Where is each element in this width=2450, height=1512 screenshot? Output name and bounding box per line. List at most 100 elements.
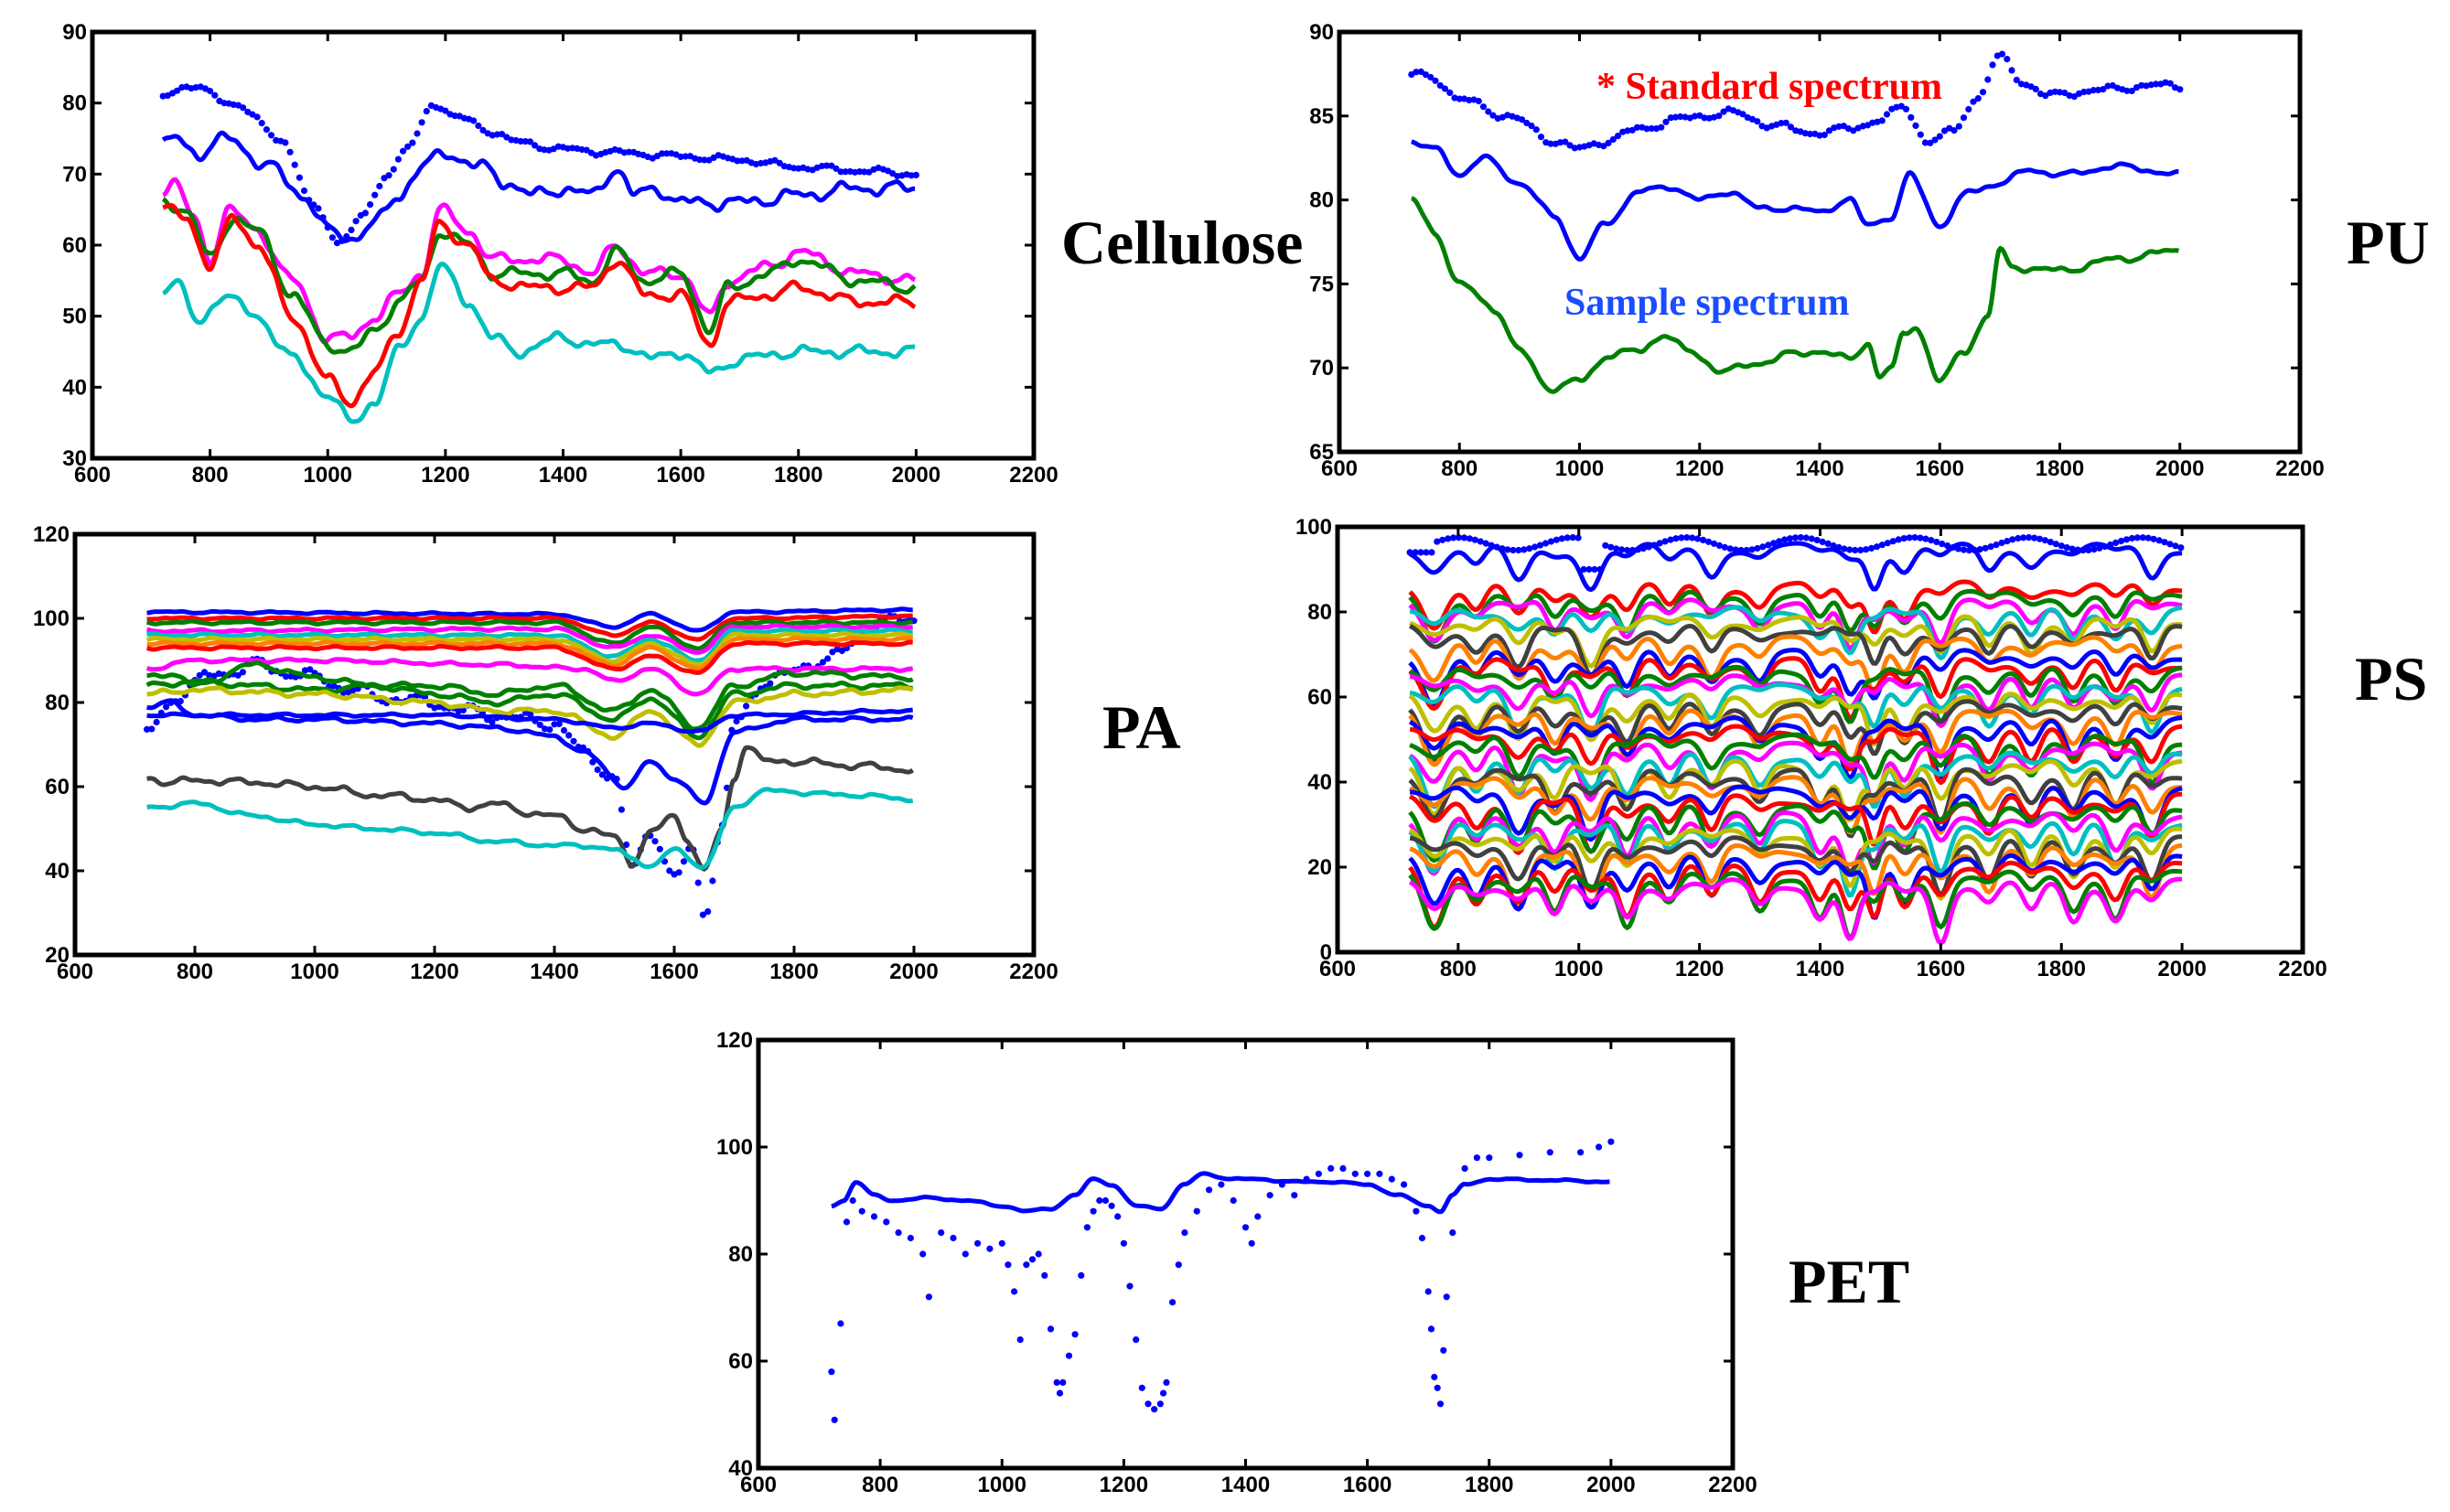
pet-point xyxy=(1059,1378,1067,1386)
ps-point xyxy=(1450,534,1457,542)
pu-point xyxy=(1897,102,1905,110)
ps-point xyxy=(1819,538,1826,546)
ps-point xyxy=(1439,536,1446,543)
pet-point xyxy=(1364,1170,1371,1177)
pa-point xyxy=(767,680,774,687)
pu-point xyxy=(1979,89,1987,96)
cellulose-point xyxy=(400,147,407,155)
pu-point xyxy=(1825,127,1833,134)
pu-point xyxy=(1605,139,1612,146)
ps-point xyxy=(1547,538,1554,545)
pa-ytick-label: 120 xyxy=(33,522,70,547)
pet-point xyxy=(1053,1378,1060,1386)
pet-xtick-label: 2000 xyxy=(1586,1473,1635,1497)
ps-series-b18 xyxy=(1409,732,2183,799)
ps-point xyxy=(2069,545,2076,552)
ps-series-b14 xyxy=(1408,699,2183,762)
pet-point xyxy=(1596,1143,1603,1151)
ps-label: PS xyxy=(2355,644,2427,713)
ps-point xyxy=(1704,538,1713,545)
pa-point xyxy=(598,771,607,778)
ps-point xyxy=(1623,546,1631,554)
pet-point xyxy=(1133,1336,1140,1344)
cellulose-ytick-label: 90 xyxy=(62,20,87,45)
ps-point xyxy=(2101,542,2109,551)
pu-point xyxy=(1523,119,1531,127)
pu-point xyxy=(2100,86,2107,93)
ps-point xyxy=(1683,534,1691,542)
ps-series-b1 xyxy=(1408,579,2183,635)
pu-point xyxy=(1537,134,1545,141)
pet-ticks: 600 800 1000 1200 1400 1600 1800 2000 2200 40 60 80… xyxy=(716,1028,1757,1497)
ps-point xyxy=(1656,540,1663,547)
ps-point xyxy=(2161,539,2168,546)
cellulose-xtick-label: 2200 xyxy=(1009,463,1058,488)
pu-point xyxy=(2008,67,2015,74)
pet-point xyxy=(1327,1164,1335,1172)
ps-point xyxy=(1515,546,1522,554)
ps-point xyxy=(1867,544,1875,552)
ps-point xyxy=(1499,545,1506,552)
ps-point xyxy=(1732,546,1739,553)
pu-point xyxy=(1562,138,1569,145)
ps-series-b33 xyxy=(1408,860,2183,930)
cellulose-point xyxy=(258,120,265,127)
cellulose-series-s1 xyxy=(161,130,916,243)
ps-point xyxy=(1993,542,2000,549)
cellulose-ytick-label: 70 xyxy=(62,162,87,187)
pet-point xyxy=(1473,1154,1480,1162)
pet-point xyxy=(938,1229,945,1237)
pet-point xyxy=(1461,1164,1468,1172)
pet-point xyxy=(1101,1196,1109,1205)
pu-point xyxy=(1965,105,1972,113)
cellulose-point xyxy=(663,150,671,157)
ps-point xyxy=(1607,543,1615,551)
ps-point xyxy=(1748,546,1756,553)
cellulose-point xyxy=(361,209,369,217)
cellulose-point xyxy=(376,182,383,190)
cellulose-ytick-label: 80 xyxy=(62,91,87,116)
cellulose-point xyxy=(677,153,684,160)
pu-point xyxy=(1787,123,1795,131)
pet-point xyxy=(1065,1352,1073,1359)
ps-series-b29 xyxy=(1408,826,2183,901)
pet-point xyxy=(1126,1282,1134,1290)
ps-point xyxy=(1580,565,1587,574)
cellulose-series-standard xyxy=(159,83,920,247)
pu-point xyxy=(1643,125,1650,133)
pet-ytick-label: 60 xyxy=(728,1349,753,1374)
pa-point xyxy=(527,711,534,718)
cellulose-point xyxy=(521,138,529,145)
cellulose-point xyxy=(207,87,214,95)
cellulose-point xyxy=(541,146,548,154)
pet-point xyxy=(1278,1181,1285,1188)
ps-point xyxy=(1493,543,1500,551)
cellulose-point xyxy=(564,145,572,152)
ps-series-b16 xyxy=(1409,715,2183,780)
ps-point xyxy=(1911,534,1918,542)
pet-point xyxy=(1546,1149,1553,1156)
pa-series-a4 xyxy=(146,622,914,655)
ps-point xyxy=(1835,543,1843,552)
ps-point xyxy=(1434,538,1441,545)
pu-xtick-label: 1200 xyxy=(1675,456,1724,481)
pet-point xyxy=(1078,1271,1085,1279)
pet-point xyxy=(895,1229,902,1237)
cellulose-point xyxy=(701,156,708,164)
pu-ytick-label: 90 xyxy=(1309,20,1334,45)
ps-point xyxy=(1906,534,1913,542)
ps-xtick-label: 600 xyxy=(1319,957,1356,981)
pu-point xyxy=(1878,117,1886,124)
pu-point xyxy=(2090,87,2097,94)
ps-point xyxy=(1510,546,1517,554)
pet-point xyxy=(1163,1378,1170,1386)
pu-point xyxy=(2166,80,2174,87)
ps-point xyxy=(1917,534,1924,542)
pa-point xyxy=(560,726,568,735)
pu-series-sample2 xyxy=(1411,196,2180,394)
pa-xtick-label: 1000 xyxy=(290,960,338,984)
cellulose-point xyxy=(776,159,783,166)
pet-xtick-label: 1200 xyxy=(1100,1473,1148,1497)
pu-point xyxy=(1950,127,1958,134)
pet-point xyxy=(1120,1239,1127,1247)
